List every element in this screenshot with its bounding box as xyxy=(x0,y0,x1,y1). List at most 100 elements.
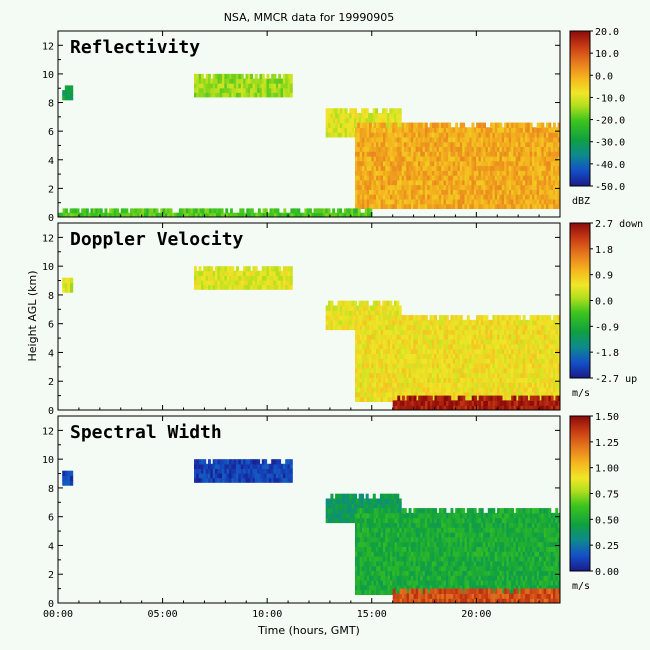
echo-cell xyxy=(499,382,503,388)
echo-cell xyxy=(413,329,417,335)
echo-cell xyxy=(357,141,361,147)
echo-cell xyxy=(247,284,251,290)
echo-cell xyxy=(226,468,230,474)
echo-cell xyxy=(392,203,396,209)
echo-cell xyxy=(548,348,552,354)
echo-cell xyxy=(366,203,370,209)
echo-cell xyxy=(365,503,369,509)
echo-cell xyxy=(490,179,493,186)
echo-cell xyxy=(499,203,503,209)
echo-cell xyxy=(361,108,364,114)
echo-cell xyxy=(543,179,547,186)
echo-cell xyxy=(424,387,428,393)
echo-cell xyxy=(205,83,209,89)
echo-cell xyxy=(434,170,438,176)
echo-cell xyxy=(501,146,505,152)
echo-cell xyxy=(337,498,341,504)
echo-cell xyxy=(328,300,332,307)
echo-cell xyxy=(385,156,389,162)
echo-cell xyxy=(553,363,556,369)
echo-cell xyxy=(546,203,549,209)
echo-cell xyxy=(417,343,421,350)
echo-cell xyxy=(349,122,353,128)
echo-cell xyxy=(394,367,398,374)
echo-cell xyxy=(550,343,554,350)
echo-cell xyxy=(471,160,475,167)
echo-cell xyxy=(508,319,512,326)
echo-cell xyxy=(194,468,197,474)
echo-cell xyxy=(342,512,346,519)
echo-cell xyxy=(332,315,336,321)
echo-cell xyxy=(490,165,493,171)
echo-cell xyxy=(275,92,279,98)
echo-cell xyxy=(455,387,459,393)
echo-cell xyxy=(483,136,486,143)
echo-cell xyxy=(362,170,365,176)
echo-cell xyxy=(362,522,365,528)
echo-cell xyxy=(480,315,484,321)
y-tick-label: 4 xyxy=(48,348,54,359)
echo-cell xyxy=(266,468,270,474)
echo-cell xyxy=(102,212,106,217)
echo-cell xyxy=(198,92,202,98)
echo-cell xyxy=(422,334,426,340)
echo-cell xyxy=(529,189,533,195)
echo-cell xyxy=(506,358,510,364)
echo-cell xyxy=(504,329,507,335)
echo-cell xyxy=(438,358,442,364)
echo-cell xyxy=(355,522,358,528)
echo-cell xyxy=(539,151,542,157)
echo-cell xyxy=(434,156,438,162)
echo-cell xyxy=(480,348,484,354)
echo-cell xyxy=(250,208,254,214)
echo-cell xyxy=(469,151,473,157)
echo-cell xyxy=(420,127,424,133)
echo-cell xyxy=(443,363,447,369)
echo-cell xyxy=(373,141,377,147)
echo-cell xyxy=(518,151,521,157)
echo-cell xyxy=(429,203,433,209)
echo-cell xyxy=(359,353,363,359)
echo-cell xyxy=(369,136,372,143)
echo-cell xyxy=(212,73,216,80)
echo-cell xyxy=(231,459,235,465)
echo-cell xyxy=(376,203,379,209)
echo-cell xyxy=(427,132,431,138)
echo-cell xyxy=(403,160,407,167)
echo-cell xyxy=(252,280,256,286)
echo-cell xyxy=(525,141,528,147)
colorbar xyxy=(569,30,591,187)
echo-cell xyxy=(268,468,272,474)
echo-cell xyxy=(501,198,505,205)
echo-cell xyxy=(452,165,456,171)
echo-cell xyxy=(557,170,560,176)
echo-cell xyxy=(464,184,468,190)
echo-cell xyxy=(406,198,410,205)
echo-cell xyxy=(185,208,189,214)
echo-cell xyxy=(520,372,524,378)
echo-cell xyxy=(355,189,358,195)
echo-cell xyxy=(546,315,549,321)
echo-cell xyxy=(287,270,291,276)
echo-cell xyxy=(508,358,512,364)
echo-cell xyxy=(367,208,370,214)
echo-cell xyxy=(499,367,503,374)
echo-cell xyxy=(464,136,468,143)
echo-cell xyxy=(473,203,477,209)
echo-cell xyxy=(457,189,461,195)
echo-cell xyxy=(261,78,265,84)
echo-cell xyxy=(389,300,393,307)
echo-cell xyxy=(443,372,447,378)
echo-cell xyxy=(557,141,560,147)
echo-cell xyxy=(362,151,365,157)
echo-cell xyxy=(58,212,61,217)
echo-cell xyxy=(383,387,386,393)
echo-cell xyxy=(546,146,549,152)
echo-cell xyxy=(380,372,384,378)
echo-cell xyxy=(226,266,230,272)
echo-cell xyxy=(427,179,431,186)
echo-cell xyxy=(371,160,375,167)
echo-cell xyxy=(201,92,204,98)
echo-cell xyxy=(464,179,468,186)
echo-cell xyxy=(434,382,438,388)
